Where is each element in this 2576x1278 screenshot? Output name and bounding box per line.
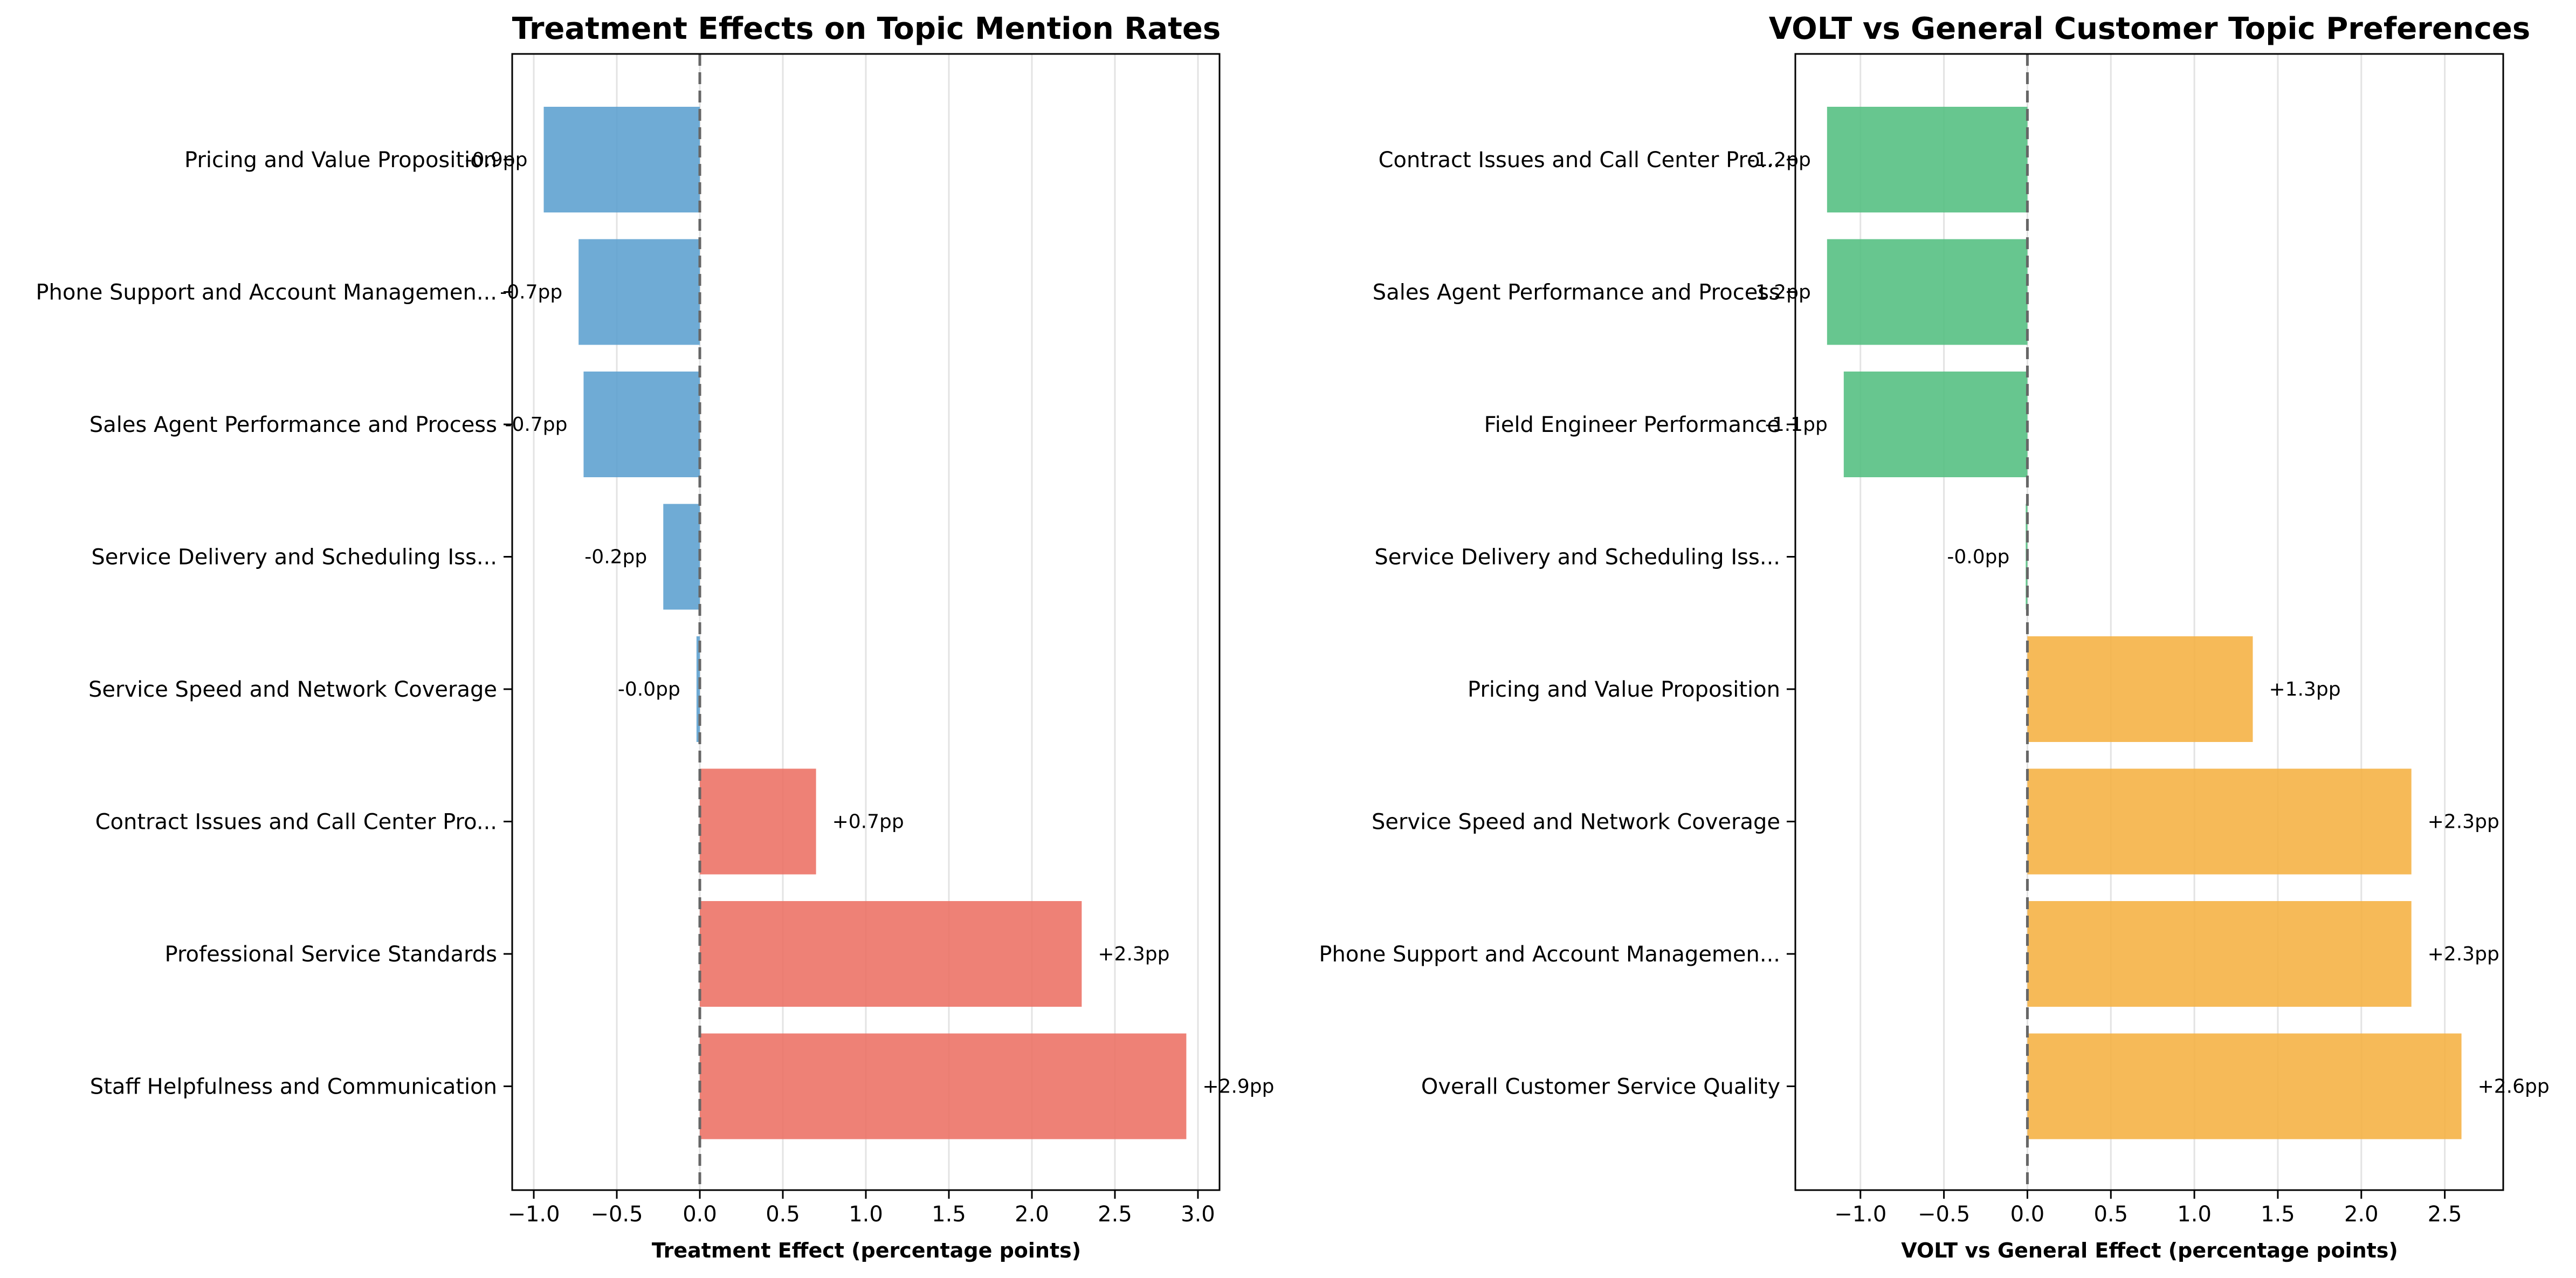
bar [543, 107, 700, 212]
x-tick-label: 2.5 [2428, 1202, 2462, 1227]
x-tick-label: 0.5 [766, 1202, 800, 1227]
data-label: -1.1pp [1765, 414, 1828, 436]
data-label: -1.2pp [1748, 149, 1811, 171]
bar [583, 372, 700, 477]
y-tick-label: Service Speed and Network Coverage [88, 677, 497, 702]
x-tick-label: 0.0 [683, 1202, 717, 1227]
data-label: -0.0pp [1947, 546, 2009, 568]
y-tick-label: Sales Agent Performance and Process [89, 413, 497, 437]
bar [1827, 239, 2028, 345]
x-axis-label: VOLT vs General Effect (percentage point… [1901, 1239, 2398, 1262]
y-tick-label: Sales Agent Performance and Process [1373, 280, 1780, 305]
data-label: -0.0pp [618, 678, 680, 700]
x-tick-label: 3.0 [1181, 1202, 1215, 1227]
x-tick-label: −1.0 [1834, 1202, 1886, 1227]
data-label: +2.9pp [1202, 1076, 1274, 1098]
x-tick-label: 0.5 [2093, 1202, 2128, 1227]
bar [2027, 1033, 2462, 1139]
treatment-effects-chart: Treatment Effects on Topic Mention Rates… [36, 11, 1274, 1262]
x-tick-labels: −1.0 −0.5 0.0 0.5 1.0 1.5 2.0 2.5 3.0 [507, 1190, 1215, 1227]
data-label: -0.2pp [584, 546, 647, 568]
data-label: +2.3pp [2428, 811, 2499, 833]
x-tick-labels: −1.0 −0.5 0.0 0.5 1.0 1.5 2.0 2.5 [1834, 1190, 2462, 1227]
y-tick-label: Phone Support and Account Managemen... [1319, 942, 1780, 967]
x-axis-label: Treatment Effect (percentage points) [652, 1239, 1081, 1262]
bar [700, 768, 816, 875]
bar [1843, 372, 2028, 477]
bar [2027, 768, 2412, 875]
bar [578, 239, 700, 345]
bar [2027, 636, 2253, 742]
x-tick-label: 1.0 [849, 1202, 883, 1227]
y-tick-label: Phone Support and Account Managemen... [36, 280, 497, 305]
bar [1827, 107, 2028, 212]
bars [1827, 107, 2462, 1139]
y-tick-label: Professional Service Standards [165, 942, 497, 967]
bar [700, 901, 1082, 1007]
plot-frame [1794, 53, 2504, 1191]
data-label: -0.7pp [505, 414, 567, 436]
data-label: +2.6pp [2478, 1076, 2550, 1098]
y-tick-labels: Contract Issues and Call Center Pro... Sa… [1319, 148, 1795, 1100]
x-tick-label: 1.5 [932, 1202, 966, 1227]
bar [2027, 901, 2412, 1007]
bar [663, 504, 700, 610]
y-tick-label: Service Speed and Network Coverage [1372, 810, 1780, 835]
y-tick-labels: Pricing and Value Proposition Phone Suppo… [36, 148, 512, 1100]
x-tick-label: 2.0 [2344, 1202, 2379, 1227]
bar [700, 1033, 1187, 1139]
data-labels: -0.9pp-0.7pp-0.7pp-0.2pp-0.0pp+0.7pp+2.3… [465, 149, 1275, 1098]
y-tick-label: Field Engineer Performance [1484, 413, 1780, 437]
y-tick-label: Pricing and Value Proposition [184, 148, 497, 173]
x-tick-label: −1.0 [507, 1202, 560, 1227]
y-tick-label: Service Delivery and Scheduling Iss... [91, 545, 497, 570]
x-tick-label: 1.5 [2261, 1202, 2295, 1227]
x-tick-label: −0.5 [1918, 1202, 1970, 1227]
x-tick-label: 2.5 [1098, 1202, 1132, 1227]
y-tick-label: Staff Helpfulness and Communication [90, 1075, 497, 1100]
data-labels: -1.2pp -1.2pp -1.1pp -0.0pp +1.3pp +2.3pp +2.3… [1748, 149, 2550, 1098]
data-label: +1.3pp [2269, 678, 2340, 700]
bars [543, 107, 1187, 1139]
data-label: +2.3pp [1098, 943, 1169, 965]
y-tick-label: Service Delivery and Scheduling Iss... [1374, 545, 1780, 570]
chart-title: Treatment Effects on Topic Mention Rates [512, 11, 1221, 46]
x-tick-label: 0.0 [2010, 1202, 2045, 1227]
x-tick-label: 1.0 [2177, 1202, 2212, 1227]
y-tick-label: Pricing and Value Proposition [1468, 677, 1780, 702]
y-tick-label: Overall Customer Service Quality [1421, 1075, 1780, 1100]
data-label: +2.3pp [2428, 943, 2499, 965]
y-tick-label: Contract Issues and Call Center Pro... [1379, 148, 1780, 173]
bar [696, 636, 700, 742]
data-label: +0.7pp [832, 811, 904, 833]
chart-title: VOLT vs General Customer Topic Preferenc… [1769, 11, 2530, 46]
x-tick-label: 2.0 [1015, 1202, 1049, 1227]
data-label: -0.9pp [465, 149, 528, 171]
data-label: -1.2pp [1748, 281, 1811, 304]
x-tick-label: −0.5 [590, 1202, 643, 1227]
volt-vs-general-chart: VOLT vs General Customer Topic Preferenc… [1319, 11, 2549, 1262]
y-tick-label: Contract Issues and Call Center Pro... [95, 810, 497, 835]
